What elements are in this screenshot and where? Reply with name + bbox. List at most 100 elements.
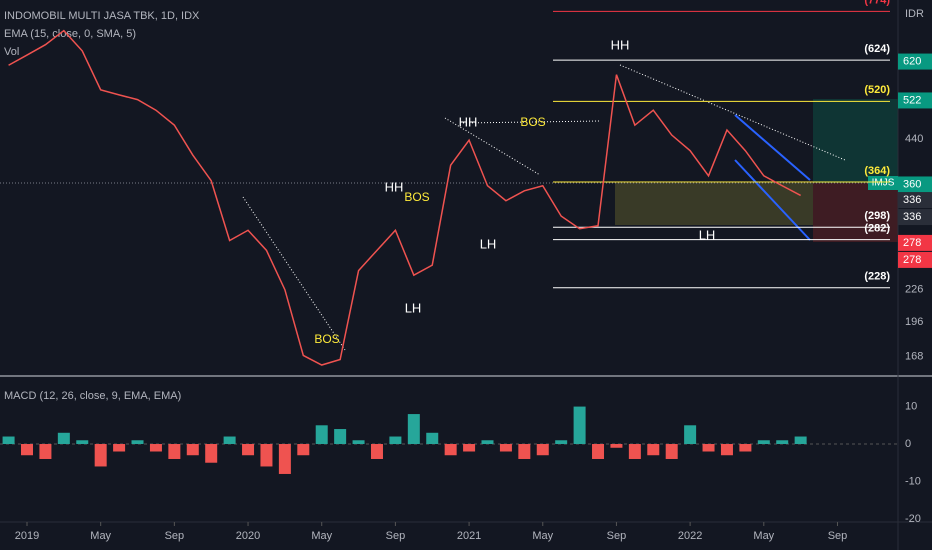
y-tick-label: 168 xyxy=(905,351,923,363)
annotation: HH xyxy=(459,114,478,129)
symbol-label: IMJS xyxy=(872,178,895,189)
price-badge xyxy=(898,251,932,268)
annotation: BOS xyxy=(404,190,429,204)
macd-bar xyxy=(389,436,402,445)
macd-bar xyxy=(205,444,218,463)
annotation: LH xyxy=(480,236,497,251)
macd-bar xyxy=(481,440,494,445)
macd-bar xyxy=(665,444,678,459)
macd-bar xyxy=(278,444,291,474)
price-badge-label: 620 xyxy=(903,55,921,67)
macd-bar xyxy=(573,406,586,445)
channel xyxy=(734,159,811,241)
macd-bar xyxy=(242,444,255,456)
price-badge xyxy=(898,209,932,226)
level-label: (774) xyxy=(864,0,890,6)
macd-bar xyxy=(260,444,273,467)
indicator-label: EMA (15, close, 0, SMA, 5) xyxy=(4,28,136,40)
macd-bar xyxy=(334,429,347,445)
price-badge xyxy=(898,53,932,70)
macd-tick-label: -20 xyxy=(905,513,921,525)
macd-bar xyxy=(39,444,52,459)
macd-bar xyxy=(499,444,512,452)
macd-bar xyxy=(57,432,70,445)
macd-bar xyxy=(702,444,715,452)
macd-tick-label: 0 xyxy=(905,438,911,450)
x-tick-label: Sep xyxy=(607,530,627,542)
x-tick-label: Sep xyxy=(386,530,406,542)
macd-bar xyxy=(113,444,126,452)
volume-label: Vol xyxy=(4,46,19,58)
currency-label: IDR xyxy=(905,8,924,20)
macd-bar xyxy=(739,444,752,452)
macd-bar xyxy=(223,436,236,445)
price-badge-label: 360 xyxy=(903,178,921,190)
macd-bar xyxy=(297,444,310,456)
macd-bar xyxy=(610,444,623,448)
x-tick-label: Sep xyxy=(828,530,848,542)
macd-bar xyxy=(518,444,531,459)
macd-bar xyxy=(628,444,641,459)
macd-label: MACD (12, 26, close, 9, EMA, EMA) xyxy=(4,390,181,402)
macd-bar xyxy=(186,444,199,456)
level-label: (520) xyxy=(864,84,890,96)
macd-bar xyxy=(2,436,15,445)
macd-bar xyxy=(352,440,365,445)
macd-bar xyxy=(131,440,144,445)
annotation: LH xyxy=(405,300,422,315)
price-badge xyxy=(898,234,932,251)
x-tick-label: May xyxy=(532,530,553,542)
x-tick-label: 2019 xyxy=(15,530,39,542)
macd-bar xyxy=(444,444,457,456)
macd-bar xyxy=(592,444,605,459)
macd-bar xyxy=(76,440,89,445)
target-zone xyxy=(813,99,898,183)
channel xyxy=(734,114,811,181)
trendline xyxy=(242,196,346,351)
annotation: HH xyxy=(611,37,630,52)
symbol-badge xyxy=(868,176,898,190)
x-tick-label: 2022 xyxy=(678,530,702,542)
level-label: (298) xyxy=(864,210,890,222)
trendline xyxy=(444,117,541,176)
price-badge-label: 522 xyxy=(903,94,921,106)
range-box xyxy=(615,183,813,225)
macd-bar xyxy=(757,440,770,445)
x-tick-label: May xyxy=(90,530,111,542)
price-badge xyxy=(898,192,932,209)
y-tick-label: 226 xyxy=(905,284,923,296)
symbol-title: INDOMOBIL MULTI JASA TBK, 1D, IDX xyxy=(4,10,200,22)
x-tick-label: Sep xyxy=(165,530,185,542)
x-tick-label: 2021 xyxy=(457,530,481,542)
macd-bar xyxy=(149,444,162,452)
macd-bar xyxy=(555,440,568,445)
bos-line xyxy=(462,120,601,124)
price-badge-label: 336 xyxy=(903,194,921,206)
level-label: (624) xyxy=(864,43,890,55)
x-tick-label: May xyxy=(753,530,774,542)
stop-zone xyxy=(813,183,898,242)
macd-bar xyxy=(21,444,33,456)
macd-bar xyxy=(720,444,733,456)
macd-bar xyxy=(776,440,789,445)
macd-bar xyxy=(426,432,439,445)
y-tick-label: 196 xyxy=(905,316,923,328)
x-tick-label: May xyxy=(311,530,332,542)
price-badge-label: 336 xyxy=(903,211,921,223)
macd-bar xyxy=(370,444,383,459)
macd-bar xyxy=(315,425,328,445)
y-tick-label: 440 xyxy=(905,133,923,145)
macd-tick-label: -10 xyxy=(905,475,921,487)
macd-bar xyxy=(94,444,107,467)
macd-bar xyxy=(794,436,807,445)
x-tick-label: 2020 xyxy=(236,530,260,542)
macd-bar xyxy=(168,444,181,459)
price-badge-label: 278 xyxy=(903,237,921,249)
level-label: (228) xyxy=(864,271,890,283)
price-badge-label: 278 xyxy=(903,254,921,266)
price-badge xyxy=(898,92,932,109)
annotation: BOS xyxy=(520,115,545,129)
macd-bar xyxy=(536,444,549,456)
